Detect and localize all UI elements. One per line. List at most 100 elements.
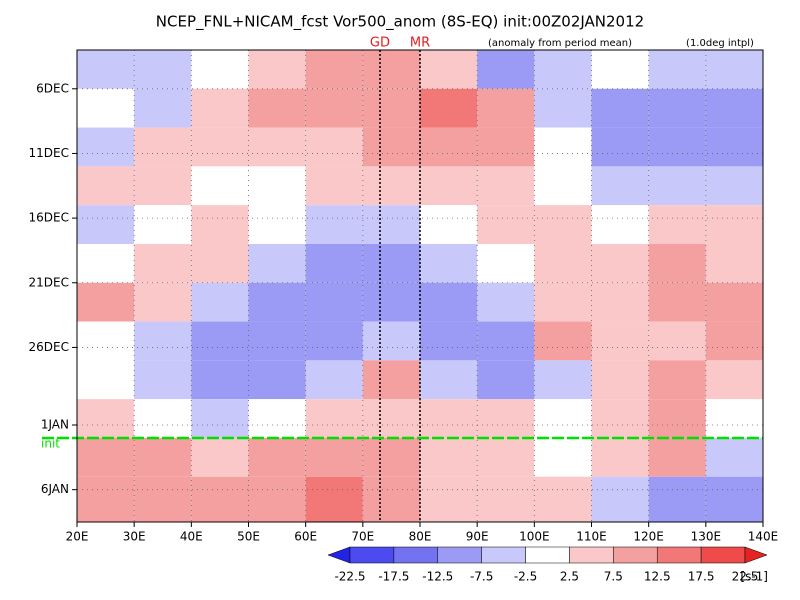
colorbar-end [744, 546, 768, 564]
cell [648, 50, 706, 89]
cell [77, 399, 135, 438]
x-tick-label: 110E [576, 530, 607, 544]
cell [420, 243, 478, 283]
cell [77, 243, 135, 283]
cell [420, 50, 478, 89]
colorbar-box [569, 546, 614, 564]
cell [648, 437, 706, 477]
cell [77, 205, 135, 244]
cell [591, 282, 649, 322]
cell [248, 50, 306, 89]
colorbar-box [613, 546, 658, 564]
cell [477, 399, 535, 438]
cell [362, 360, 420, 400]
cell [134, 437, 192, 477]
cell [248, 399, 306, 438]
colorbar-label: -17.5 [378, 570, 409, 584]
colorbar-label: -7.5 [470, 570, 493, 584]
x-tick-label: 40E [180, 530, 203, 544]
y-tick-label: 1JAN [41, 418, 69, 432]
cell [305, 166, 363, 206]
cell [591, 476, 649, 522]
cell [648, 127, 706, 167]
colorbar-label: -12.5 [422, 570, 453, 584]
x-tick-label: 70E [351, 530, 374, 544]
cell [248, 360, 306, 400]
cell [705, 437, 763, 477]
unit-label: [s-1] [740, 570, 768, 584]
cell [648, 321, 706, 361]
cell [362, 437, 420, 477]
colorbar-label: 12.5 [644, 570, 671, 584]
cell [191, 360, 249, 400]
cell [248, 321, 306, 361]
cell [134, 88, 192, 128]
y-tick-label: 6JAN [41, 482, 69, 496]
cell [534, 166, 592, 206]
x-tick-label: 120E [633, 530, 664, 544]
cell [134, 50, 192, 89]
y-tick-label: 11DEC [29, 146, 69, 160]
cell [705, 205, 763, 244]
colorbar-end [327, 546, 351, 564]
cell [477, 476, 535, 522]
colorbar-label: 7.5 [604, 570, 623, 584]
cell [305, 321, 363, 361]
cell [362, 166, 420, 206]
chart-title: NCEP_FNL+NICAM_fcst Vor500_anom (8S-EQ) … [156, 13, 644, 32]
cell [77, 166, 135, 206]
cell [591, 50, 649, 89]
x-tick-label: 80E [409, 530, 432, 544]
colorbar-label: -22.5 [334, 570, 365, 584]
plot-frame [76, 49, 764, 523]
cell [362, 205, 420, 244]
colorbar-label: 22.5 [732, 570, 759, 584]
cell [534, 127, 592, 167]
marker-label: GD [370, 36, 390, 51]
cell [420, 476, 478, 522]
cell [305, 243, 363, 283]
cell [134, 166, 192, 206]
cell [191, 205, 249, 244]
cell [420, 360, 478, 400]
colorbar-label: 2.5 [560, 570, 579, 584]
cell [420, 205, 478, 244]
cell [648, 399, 706, 438]
cell [362, 476, 420, 522]
cell [362, 282, 420, 322]
y-tick-label: 21DEC [29, 275, 69, 289]
cell [134, 205, 192, 244]
cell [305, 88, 363, 128]
cell [248, 282, 306, 322]
cell [134, 127, 192, 167]
cell [77, 127, 135, 167]
cell [705, 166, 763, 206]
cell [648, 282, 706, 322]
cell [248, 205, 306, 244]
cell [477, 243, 535, 283]
cell [77, 88, 135, 128]
cell [305, 399, 363, 438]
cell [248, 166, 306, 206]
cell [362, 321, 420, 361]
cell [420, 88, 478, 128]
cell [648, 88, 706, 128]
cell [534, 205, 592, 244]
colorbar-box [525, 546, 570, 564]
colorbar-box [700, 546, 746, 564]
cell [420, 437, 478, 477]
cell [77, 360, 135, 400]
cell [305, 437, 363, 477]
colorbar-box [349, 546, 395, 564]
cell [362, 399, 420, 438]
x-tick-label: 60E [294, 530, 317, 544]
cell [248, 437, 306, 477]
cell [420, 282, 478, 322]
cell [191, 88, 249, 128]
cell [705, 50, 763, 89]
cell [648, 205, 706, 244]
cell [420, 166, 478, 206]
cell [477, 205, 535, 244]
cell [477, 321, 535, 361]
cell [477, 88, 535, 128]
